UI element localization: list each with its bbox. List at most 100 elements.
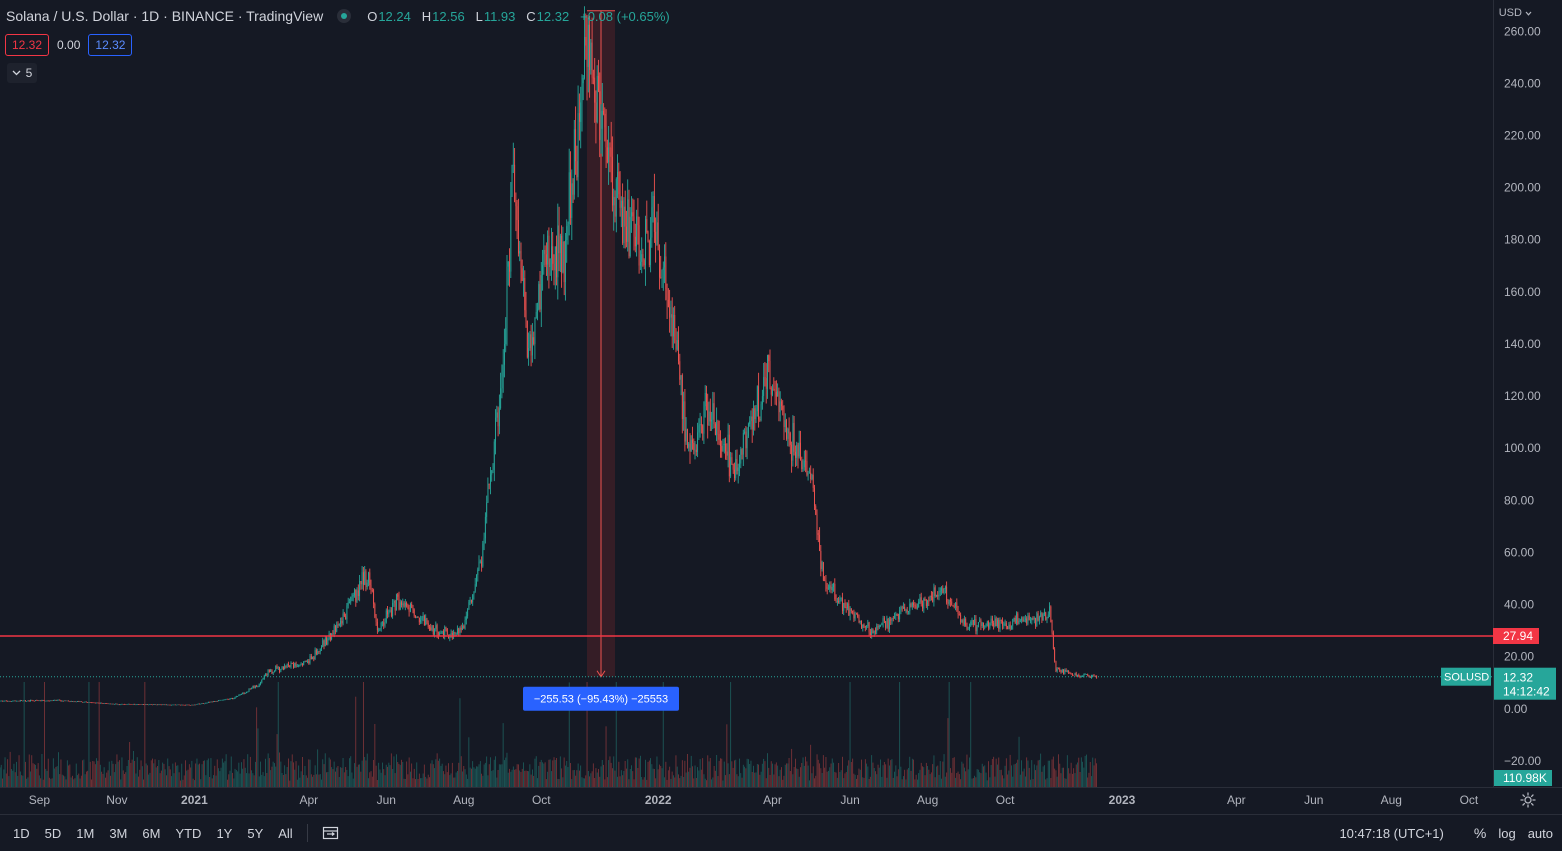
candle-body xyxy=(947,602,949,604)
candle-body xyxy=(384,622,386,626)
candle-body xyxy=(1028,615,1030,621)
candle-body xyxy=(369,572,371,585)
timeframe-5y[interactable]: 5Y xyxy=(247,825,264,841)
market-status-icon[interactable] xyxy=(337,9,352,23)
candle-body xyxy=(562,241,564,273)
currency-selector[interactable]: USD xyxy=(1499,7,1532,19)
candle-body xyxy=(68,700,70,702)
measure-label-box[interactable] xyxy=(523,686,679,711)
candle-body xyxy=(116,703,118,705)
timeframe-3m[interactable]: 3M xyxy=(109,825,128,841)
candle-body xyxy=(899,610,901,620)
volume-bar xyxy=(418,773,420,787)
volume-bar xyxy=(693,778,695,787)
candle-body xyxy=(1092,675,1094,676)
volume-bar xyxy=(257,728,259,787)
candle-body xyxy=(1070,673,1072,674)
candle-body xyxy=(247,691,249,693)
volume-bar xyxy=(274,763,275,787)
volume-bar xyxy=(16,761,17,787)
volume-bar xyxy=(969,757,970,787)
candle-body xyxy=(495,417,496,442)
timeframe-all[interactable]: All xyxy=(278,825,293,841)
candle-body xyxy=(293,663,294,668)
volume-bar xyxy=(561,768,563,787)
candle-body xyxy=(496,412,498,418)
symbol-title[interactable]: Solana / U.S. Dollar · 1D · BINANCE · Tr… xyxy=(6,8,324,24)
volume-bar xyxy=(468,737,470,787)
volume-bar xyxy=(614,770,616,787)
volume-bar xyxy=(322,759,324,787)
candle-body xyxy=(459,628,461,634)
candle-body xyxy=(366,582,368,587)
buy-button[interactable]: 12.32 xyxy=(88,34,133,56)
candle-body xyxy=(1065,669,1067,672)
volume-bar xyxy=(595,768,597,787)
volume-bar xyxy=(806,761,808,787)
candle-body xyxy=(468,602,470,610)
volume-bar xyxy=(479,761,481,787)
volume-bar xyxy=(361,760,363,787)
volume-bar xyxy=(1031,760,1033,787)
candle-body xyxy=(538,284,540,310)
candle-body xyxy=(1036,613,1038,626)
candle-body xyxy=(47,700,49,702)
candle-body xyxy=(41,700,43,701)
candle-body xyxy=(210,701,212,703)
candle-body xyxy=(991,618,993,624)
timeframe-1y[interactable]: 1Y xyxy=(216,825,233,841)
volume-bar xyxy=(577,763,579,787)
timeframe-6m[interactable]: 6M xyxy=(142,825,161,841)
timeframe-ytd[interactable]: YTD xyxy=(175,825,202,841)
auto-toggle[interactable]: auto xyxy=(1527,825,1553,841)
volume-bar xyxy=(258,776,260,787)
indicators-collapse-button[interactable]: 5 xyxy=(7,63,37,83)
volume-bar xyxy=(321,779,322,787)
volume-bar xyxy=(548,759,550,787)
volume-bar xyxy=(632,771,634,787)
volume-bar xyxy=(1026,757,1028,787)
candle-body xyxy=(49,700,50,702)
timeframe-1m[interactable]: 1M xyxy=(76,825,95,841)
volume-bar xyxy=(108,761,110,787)
volume-bar xyxy=(671,771,673,787)
candle-body xyxy=(731,457,733,465)
candle-body xyxy=(645,219,646,266)
volume-bar xyxy=(510,771,512,787)
candle-body xyxy=(962,620,964,625)
volume-bar xyxy=(681,760,683,787)
volume-bar xyxy=(847,765,848,787)
volume-bar xyxy=(221,758,223,787)
volume-bar xyxy=(833,762,834,787)
candle-body xyxy=(46,700,48,702)
volume-bar xyxy=(793,767,795,787)
candle-body xyxy=(75,701,77,703)
volume-bar xyxy=(439,758,441,787)
log-toggle[interactable]: log xyxy=(1498,825,1516,841)
volume-bar xyxy=(36,768,38,787)
volume-bar xyxy=(462,771,463,787)
volume-bar xyxy=(634,757,636,787)
hline-price-tag[interactable] xyxy=(1493,628,1539,644)
settings-gear-icon[interactable] xyxy=(1520,792,1536,808)
timeframe-1d[interactable]: 1D xyxy=(13,825,30,841)
candle-body xyxy=(272,671,274,674)
date-range-icon[interactable] xyxy=(322,825,340,841)
volume-bar xyxy=(153,763,155,787)
candle-body xyxy=(914,605,916,606)
horizontal-line-layer[interactable] xyxy=(0,635,1493,678)
candle-body xyxy=(774,389,776,393)
candle-body xyxy=(105,703,106,704)
clock-timezone[interactable]: 10:47:18 (UTC+1) xyxy=(1339,825,1444,841)
percent-toggle[interactable]: % xyxy=(1473,825,1487,841)
volume-bar xyxy=(951,772,953,787)
volume-bar xyxy=(277,682,279,787)
candle-body xyxy=(1049,606,1050,615)
volume-bar xyxy=(262,772,264,787)
volume-bar xyxy=(324,753,326,787)
candle-body xyxy=(924,599,926,600)
sell-button[interactable]: 12.32 xyxy=(5,34,50,56)
timeframe-5d[interactable]: 5D xyxy=(44,825,62,841)
volume-bar xyxy=(956,773,958,787)
